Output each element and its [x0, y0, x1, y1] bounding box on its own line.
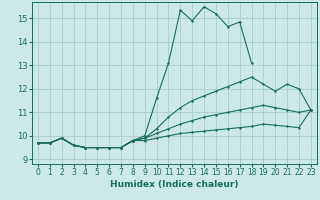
X-axis label: Humidex (Indice chaleur): Humidex (Indice chaleur) [110, 180, 239, 189]
